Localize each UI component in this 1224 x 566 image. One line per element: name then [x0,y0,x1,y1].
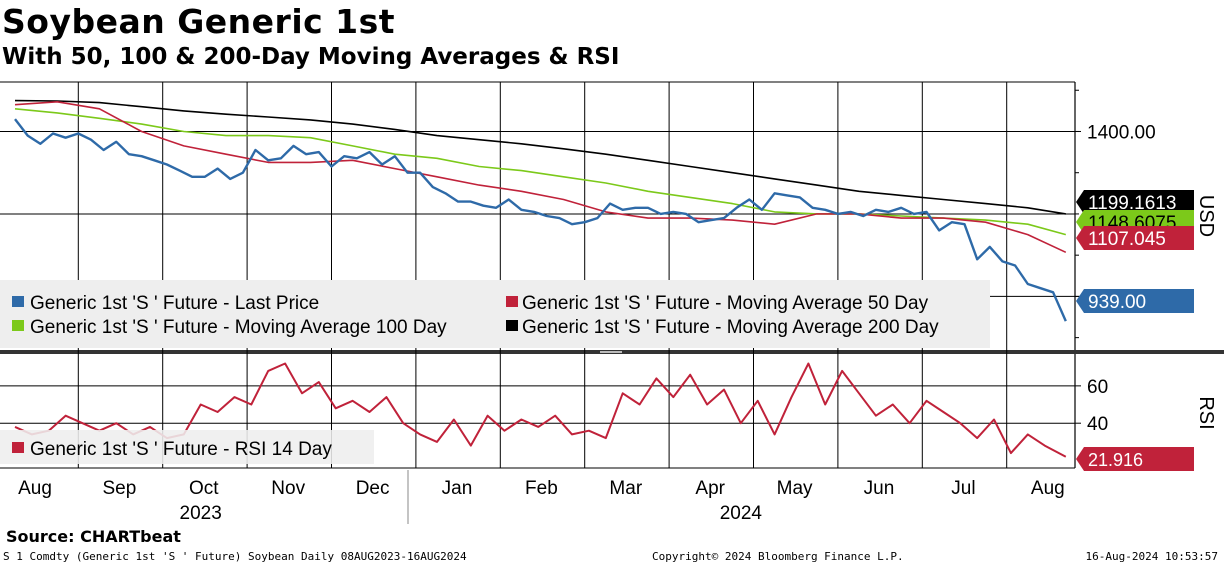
price-series-group [14,99,1067,322]
legend-swatch-rsi [12,442,24,453]
source-label: Source: CHARTbeat [6,527,181,546]
x-tick-label: Oct [189,478,219,499]
price-last-tag [1076,289,1194,313]
rsi-last-tag [1076,447,1194,471]
rsi-legend-box [0,430,374,464]
rsi-y-tick-label: 40 [1087,414,1108,435]
ma100-line [14,108,1067,236]
legend-label-price: Generic 1st 'S ' Future - Last Price [30,293,319,314]
x-tick-labels: Aug Sep Oct Nov Dec Jan Feb Mar Apr May Jun Jul Aug 2… [18,470,1065,524]
price-y-tick-label: 1400.00 [1087,122,1156,143]
price-axis-title: USD [1195,195,1217,237]
footer-ticker: S 1 Comdty (Generic 1st 'S ' Future) Soy… [3,550,467,563]
rsi-line [14,362,1067,458]
rsi-legend: Generic 1st 'S ' Future - RSI 14 Day [12,439,332,460]
legend-swatch-price [12,296,24,307]
footer-timestamp: 16-Aug-2024 10:53:57 [1085,550,1218,563]
legend-swatch-ma100 [12,320,24,331]
ma200-last-tag [1076,190,1194,214]
ma200-line [14,99,1066,215]
chart-subtitle: With 50, 100 & 200-Day Moving Averages &… [2,44,620,70]
gridlines [0,82,1075,468]
legend-label-ma50: Generic 1st 'S ' Future - Moving Average… [522,293,929,314]
x-tick-label: Jan [442,478,473,499]
price-last-tag-label: 939.00 [1088,292,1146,313]
rsi-axis-title: RSI [1195,396,1217,429]
rsi-y-tick-label: 60 [1087,377,1108,398]
year-label: 2024 [720,503,763,524]
panel-divider-handle[interactable] [600,351,622,353]
price-legend-box [0,280,990,348]
x-tick-label: Jun [864,478,895,499]
ma50-line [14,101,1067,254]
rsi-last-tag-label: 21.916 [1088,450,1143,470]
x-tick-label: Aug [18,478,52,499]
legend-label-ma100: Generic 1st 'S ' Future - Moving Average… [30,317,447,338]
rsi-series-group [14,362,1067,458]
x-tick-label: Feb [525,478,558,499]
x-tick-label: Nov [271,478,305,499]
legend-swatch-ma50 [506,296,518,307]
last-price-line [14,118,1067,322]
x-tick-label: Mar [609,478,642,499]
year-label: 2023 [180,503,222,524]
ma200-last-tag-label: 1199.1613 [1088,193,1176,214]
x-tick-label: Sep [102,478,136,499]
footer-copyright: Copyright© 2024 Bloomberg Finance L.P. [652,550,904,563]
x-tick-label: Apr [695,478,725,499]
x-tick-label: Aug [1031,478,1065,499]
legend-label-ma200: Generic 1st 'S ' Future - Moving Average… [522,317,939,338]
legend-swatch-ma200 [506,320,518,331]
legend-label-rsi: Generic 1st 'S ' Future - RSI 14 Day [30,439,332,460]
price-legend: Generic 1st 'S ' Future - Last Price Gen… [12,293,939,338]
ma50-last-tag-label: 1107.045 [1088,229,1166,250]
chart-title: Soybean Generic 1st [2,2,396,41]
x-tick-label: May [777,478,813,499]
x-tick-label: Jul [951,478,975,499]
ma50-last-tag [1076,226,1194,250]
x-tick-label: Dec [356,478,390,499]
